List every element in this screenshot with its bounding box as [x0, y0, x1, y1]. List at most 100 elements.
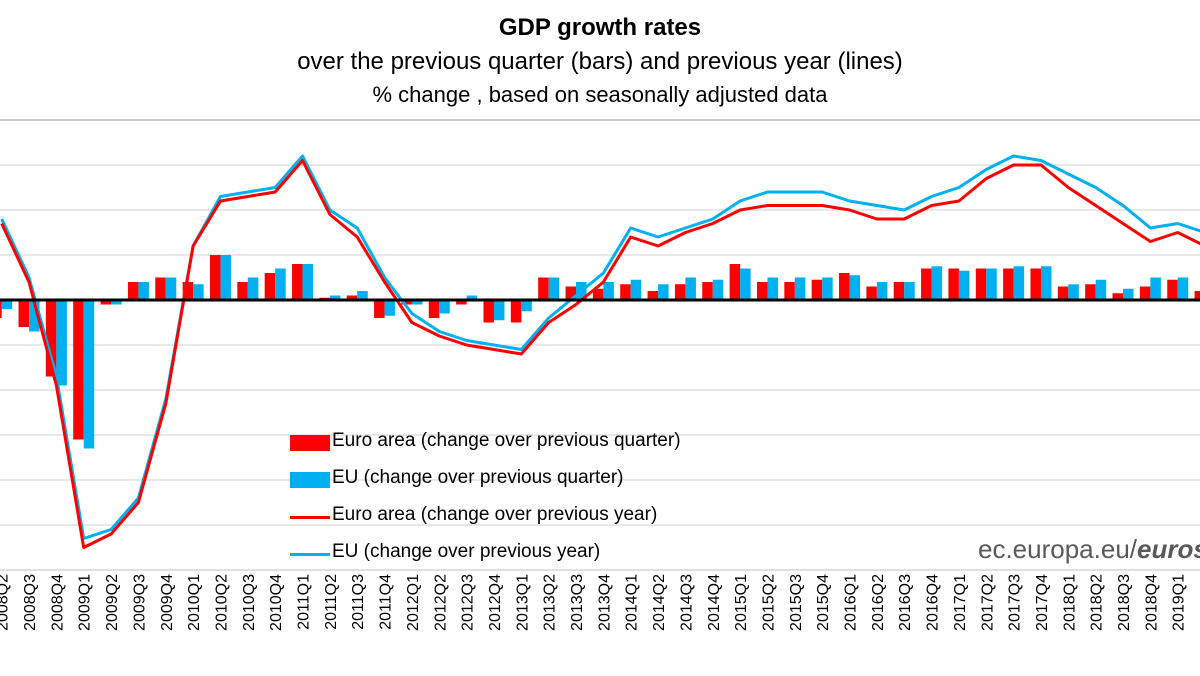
bar-ea-quarter-2016Q2: [866, 286, 877, 300]
bar-ea-quarter-2017Q4: [1030, 268, 1041, 300]
x-tick-2017Q1: 2017Q1: [952, 574, 969, 631]
bars: [0, 255, 1200, 449]
bar-ea-quarter-2019Q2: [1194, 291, 1200, 300]
legend: Euro area (change over previous quarter)…: [286, 428, 756, 576]
x-tick-2015Q4: 2015Q4: [815, 574, 832, 631]
x-tick-2009Q3: 2009Q3: [131, 574, 148, 631]
bar-eu-quarter-2015Q3: [794, 277, 806, 300]
bar-ea-quarter-2018Q2: [1085, 284, 1096, 300]
bar-eu-quarter-2014Q2: [658, 284, 669, 300]
chart-subtitle-units: % change , based on seasonally adjusted …: [372, 82, 828, 107]
bar-ea-quarter-2009Q3: [127, 282, 139, 300]
x-tick-2014Q1: 2014Q1: [624, 574, 641, 631]
bar-eu-quarter-2017Q4: [1040, 266, 1052, 300]
bar-eu-quarter-2011Q4: [384, 300, 396, 316]
bar-eu-quarter-2009Q2: [111, 300, 122, 305]
bar-eu-quarter-2015Q2: [767, 277, 778, 300]
bar-eu-quarter-2012Q4: [493, 300, 505, 321]
bar-ea-quarter-2008Q3: [18, 300, 30, 327]
bar-ea-quarter-2010Q4: [264, 273, 276, 300]
bar-eu-quarter-2013Q4: [603, 282, 614, 300]
legend-label-eu-year: EU (change over previous year): [332, 541, 601, 562]
chart-subtitle: over the previous quarter (bars) and pre…: [297, 48, 903, 75]
bar-eu-quarter-2011Q3: [357, 291, 368, 300]
x-tick-2013Q3: 2013Q3: [569, 574, 586, 631]
bar-eu-quarter-2010Q1: [193, 284, 204, 300]
bar-ea-quarter-2014Q3: [674, 284, 686, 300]
x-tick-2019Q1: 2019Q1: [1171, 574, 1188, 631]
x-tick-2016Q2: 2016Q2: [870, 574, 887, 631]
x-tick-2013Q4: 2013Q4: [596, 574, 613, 631]
x-tick-2016Q1: 2016Q1: [843, 574, 860, 631]
bar-ea-quarter-2012Q3: [456, 300, 467, 305]
bar-eu-quarter-2009Q4: [165, 277, 177, 300]
bar-ea-quarter-2009Q2: [100, 300, 112, 305]
bar-eu-quarter-2016Q1: [849, 275, 861, 300]
bar-ea-quarter-2011Q4: [374, 300, 385, 318]
legend-swatch-ea-quarter: [290, 435, 330, 451]
bar-ea-quarter-2008Q4: [45, 300, 57, 377]
x-tick-2011Q3: 2011Q3: [350, 574, 367, 630]
legend-item-ea-quarter: Euro area (change over previous quarter): [286, 428, 756, 465]
source-brand: euros: [1137, 534, 1200, 564]
x-tick-2019Q2: 2019Q2: [1198, 574, 1200, 631]
source-credit: ec.europa.eu/euros: [978, 534, 1200, 565]
bar-ea-quarter-2018Q3: [1112, 293, 1124, 300]
x-tick-2014Q2: 2014Q2: [651, 574, 668, 631]
chart-title: GDP growth rates: [498, 14, 702, 41]
bar-eu-quarter-2008Q2: [1, 300, 13, 309]
legend-swatch-eu-year: [290, 553, 330, 556]
bar-ea-quarter-2011Q1: [292, 264, 303, 300]
bar-ea-quarter-2012Q2: [428, 300, 440, 318]
x-tick-2010Q3: 2010Q3: [241, 574, 258, 631]
bar-eu-quarter-2018Q4: [1150, 277, 1161, 300]
series-lines: [0, 154, 1200, 549]
legend-label-ea-year: Euro area (change over previous year): [332, 504, 658, 525]
bar-eu-quarter-2015Q1: [740, 268, 751, 300]
bar-eu-quarter-2014Q3: [685, 277, 696, 300]
x-tick-2016Q4: 2016Q4: [925, 574, 942, 631]
bar-eu-quarter-2012Q1: [411, 300, 423, 305]
legend-label-eu-quarter: EU (change over previous quarter): [332, 467, 624, 488]
bar-ea-quarter-2012Q1: [401, 300, 412, 305]
x-tick-2017Q2: 2017Q2: [979, 574, 996, 631]
bar-eu-quarter-2016Q2: [876, 282, 888, 300]
source-domain: ec.europa.eu/: [978, 534, 1138, 564]
legend-item-eu-quarter: EU (change over previous quarter): [286, 465, 756, 502]
bar-eu-quarter-2016Q4: [931, 266, 943, 300]
bar-eu-quarter-2009Q1: [83, 300, 95, 449]
bar-ea-quarter-2008Q2: [0, 300, 2, 318]
bar-eu-quarter-2019Q1: [1177, 277, 1189, 300]
x-tick-2012Q4: 2012Q4: [487, 574, 504, 631]
x-tick-2010Q1: 2010Q1: [186, 574, 203, 631]
legend-label-ea-quarter: Euro area (change over previous quarter): [332, 430, 681, 451]
bar-eu-quarter-2015Q4: [822, 277, 833, 300]
bar-ea-quarter-2010Q3: [237, 282, 248, 300]
x-tick-2015Q3: 2015Q3: [788, 574, 805, 631]
bar-ea-quarter-2015Q3: [784, 282, 795, 300]
x-tick-2018Q4: 2018Q4: [1143, 574, 1160, 631]
x-tick-2017Q3: 2017Q3: [1007, 574, 1024, 631]
bar-ea-quarter-2011Q3: [346, 295, 358, 300]
bar-ea-quarter-2017Q2: [975, 268, 987, 300]
x-tick-2018Q3: 2018Q3: [1116, 574, 1133, 631]
bar-eu-quarter-2011Q2: [329, 295, 341, 300]
bar-ea-quarter-2013Q2: [538, 277, 549, 300]
bar-eu-quarter-2018Q2: [1095, 279, 1107, 300]
bar-ea-quarter-2019Q1: [1167, 279, 1178, 300]
x-tick-2012Q3: 2012Q3: [460, 574, 477, 631]
bar-eu-quarter-2010Q4: [275, 268, 286, 300]
bar-ea-quarter-2014Q1: [620, 284, 631, 300]
bar-ea-quarter-2014Q4: [702, 282, 713, 300]
x-tick-2013Q1: 2013Q1: [514, 574, 531, 631]
bar-ea-quarter-2014Q2: [647, 291, 659, 300]
bar-ea-quarter-2016Q1: [839, 273, 850, 300]
bar-eu-quarter-2012Q3: [466, 295, 478, 300]
bar-eu-quarter-2010Q2: [220, 255, 231, 300]
bar-eu-quarter-2016Q3: [904, 282, 915, 300]
x-tick-2014Q4: 2014Q4: [706, 574, 723, 631]
bar-ea-quarter-2015Q2: [756, 282, 768, 300]
legend-item-eu-year: EU (change over previous year): [286, 539, 756, 576]
x-tick-2017Q4: 2017Q4: [1034, 574, 1051, 631]
